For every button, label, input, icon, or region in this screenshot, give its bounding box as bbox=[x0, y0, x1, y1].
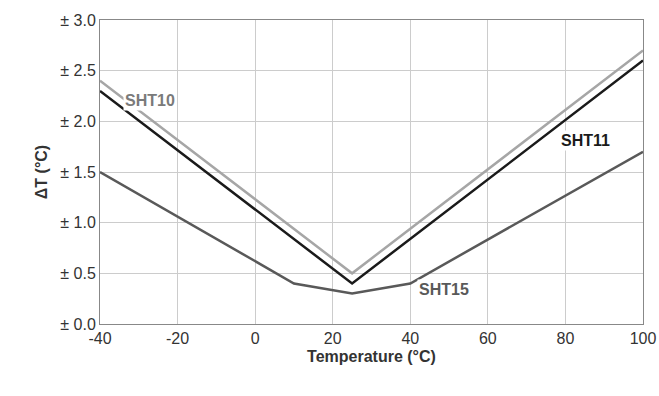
svg-text:60: 60 bbox=[479, 330, 497, 347]
svg-text:-40: -40 bbox=[88, 330, 111, 347]
svg-text:SHT11: SHT11 bbox=[561, 132, 610, 149]
svg-text:± 1.5: ± 1.5 bbox=[60, 164, 96, 181]
svg-text:ΔT (°C): ΔT (°C) bbox=[33, 145, 50, 199]
svg-text:± 3.0: ± 3.0 bbox=[60, 12, 96, 29]
svg-text:± 2.5: ± 2.5 bbox=[60, 62, 96, 79]
svg-text:0: 0 bbox=[251, 330, 260, 347]
svg-text:± 2.0: ± 2.0 bbox=[60, 113, 96, 130]
svg-text:± 0.5: ± 0.5 bbox=[60, 265, 96, 282]
svg-text:-20: -20 bbox=[166, 330, 189, 347]
svg-text:± 0.0: ± 0.0 bbox=[60, 316, 96, 333]
svg-text:SHT10: SHT10 bbox=[125, 92, 175, 109]
svg-text:40: 40 bbox=[401, 330, 419, 347]
svg-text:20: 20 bbox=[324, 330, 342, 347]
svg-text:Temperature (°C): Temperature (°C) bbox=[307, 348, 436, 365]
svg-text:± 1.0: ± 1.0 bbox=[60, 214, 96, 231]
svg-text:80: 80 bbox=[557, 330, 575, 347]
svg-text:100: 100 bbox=[630, 330, 657, 347]
svg-text:SHT15: SHT15 bbox=[419, 281, 469, 298]
